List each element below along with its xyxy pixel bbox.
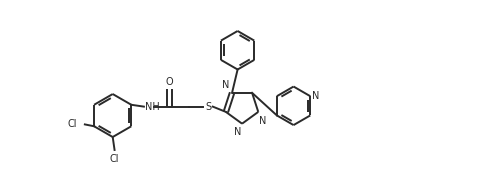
- Text: NH: NH: [145, 102, 160, 112]
- Text: N: N: [312, 91, 319, 101]
- Text: N: N: [258, 116, 266, 126]
- Text: Cl: Cl: [67, 120, 76, 129]
- Text: S: S: [204, 102, 211, 112]
- Text: O: O: [165, 77, 173, 87]
- Text: N: N: [233, 127, 241, 137]
- Text: Cl: Cl: [109, 154, 119, 164]
- Text: N: N: [222, 80, 229, 90]
